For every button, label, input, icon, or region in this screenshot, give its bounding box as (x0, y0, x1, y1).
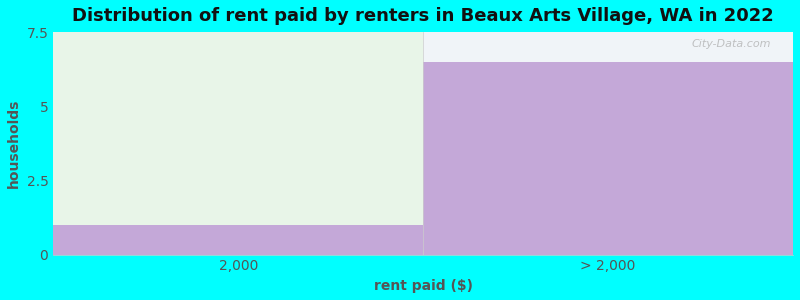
Title: Distribution of rent paid by renters in Beaux Arts Village, WA in 2022: Distribution of rent paid by renters in … (72, 7, 774, 25)
X-axis label: rent paid ($): rent paid ($) (374, 279, 473, 293)
Y-axis label: households: households (7, 99, 21, 188)
Text: City-Data.com: City-Data.com (691, 39, 771, 49)
